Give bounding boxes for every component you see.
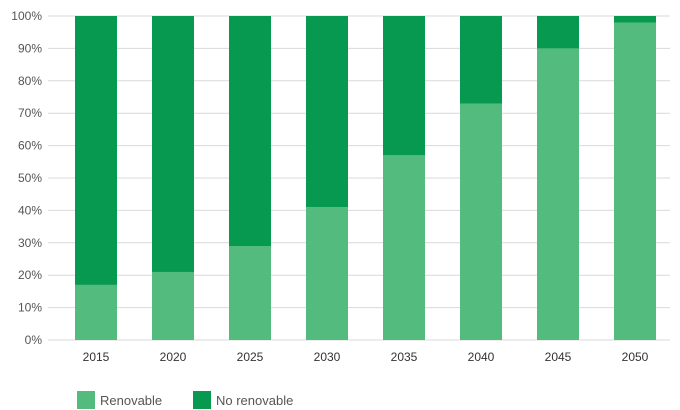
legend-swatch-renovable [77, 391, 95, 409]
bar-renovable-2025 [229, 246, 271, 340]
bar-no-renovable-2030 [306, 16, 348, 208]
bars [75, 16, 656, 341]
x-axis-ticks: 2015 2020 2025 2030 2035 2040 2045 2050 [83, 350, 649, 364]
bar-renovable-2020 [152, 271, 194, 340]
legend-swatch-no-renovable [193, 391, 211, 409]
x-tick-label: 2015 [83, 350, 110, 364]
legend-label-no-renovable: No renovable [216, 393, 293, 408]
bar-renovable-2015 [75, 284, 117, 340]
bar-renovable-2035 [383, 155, 425, 340]
x-tick-label: 2035 [391, 350, 418, 364]
y-axis-ticks: 0% 10% 20% 30% 40% 50% 60% 70% 80% 90% 100% [11, 9, 42, 347]
bar-no-renovable-2050 [614, 16, 656, 23]
bar-no-renovable-2035 [383, 16, 425, 156]
y-tick-label: 70% [18, 106, 42, 120]
y-tick-label: 50% [18, 171, 42, 185]
x-tick-label: 2045 [545, 350, 572, 364]
bar-renovable-2030 [306, 207, 348, 340]
bar-renovable-2045 [537, 48, 579, 341]
x-tick-label: 2050 [622, 350, 649, 364]
bar-no-renovable-2020 [152, 16, 194, 272]
y-tick-label: 30% [18, 236, 42, 250]
bar-no-renovable-2045 [537, 16, 579, 49]
legend: Renovable No renovable [77, 391, 293, 409]
y-tick-label: 40% [18, 203, 42, 217]
y-tick-label: 10% [18, 301, 42, 315]
y-tick-label: 0% [25, 333, 43, 347]
bar-no-renovable-2015 [75, 16, 117, 285]
x-tick-label: 2025 [237, 350, 264, 364]
y-tick-label: 100% [11, 9, 42, 23]
y-tick-label: 80% [18, 74, 42, 88]
x-tick-label: 2030 [314, 350, 341, 364]
y-tick-label: 90% [18, 41, 42, 55]
x-tick-label: 2020 [160, 350, 187, 364]
bar-no-renovable-2025 [229, 16, 271, 247]
y-tick-label: 60% [18, 139, 42, 153]
x-tick-label: 2040 [468, 350, 495, 364]
y-tick-label: 20% [18, 268, 42, 282]
bar-renovable-2040 [460, 103, 502, 340]
legend-label-renovable: Renovable [100, 393, 162, 408]
bar-renovable-2050 [614, 22, 656, 340]
bar-no-renovable-2040 [460, 16, 502, 104]
